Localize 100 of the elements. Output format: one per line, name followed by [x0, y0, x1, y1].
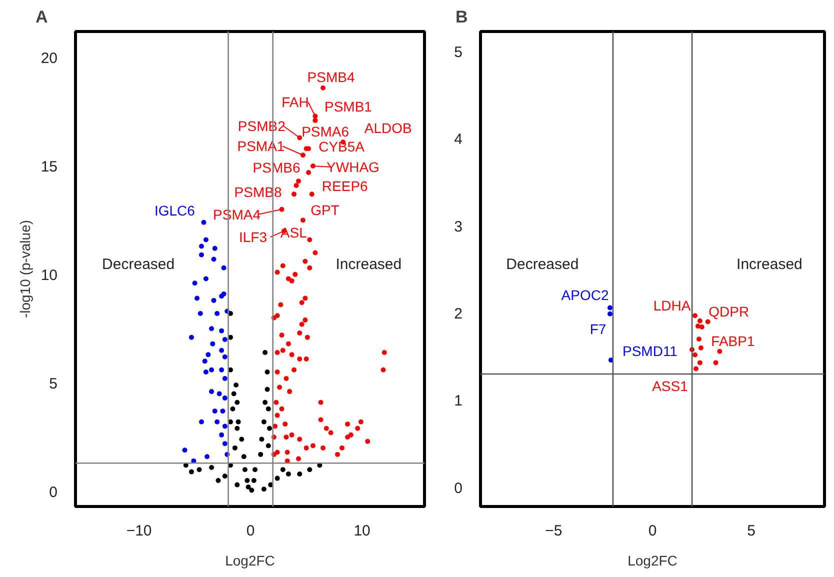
annotation: PSMB2 — [238, 118, 286, 134]
y-axis-title: -log10 (p-value) — [16, 220, 33, 318]
point — [697, 318, 702, 324]
point — [234, 426, 240, 431]
annotation: IGLC6 — [154, 202, 196, 218]
point — [258, 452, 264, 457]
annotation: QDPR — [708, 304, 750, 320]
y-tick-label: 5 — [49, 375, 58, 392]
point — [188, 469, 194, 474]
point — [222, 376, 228, 382]
point — [222, 354, 228, 360]
point — [280, 467, 286, 472]
point — [262, 400, 268, 405]
y-tick-label: 0 — [49, 484, 58, 501]
annotation: LDHA — [653, 298, 692, 314]
point — [231, 391, 236, 396]
annotation: FABP1 — [711, 333, 755, 350]
annotation: PSMD11 — [622, 343, 678, 360]
point — [210, 341, 216, 346]
y-tick-label: 0 — [454, 480, 462, 497]
annotation: PSMA6 — [302, 124, 350, 140]
point — [696, 336, 702, 342]
chart-title: A — [36, 8, 48, 26]
point — [261, 419, 266, 424]
y-tick-label: 1 — [454, 392, 462, 410]
point — [246, 484, 251, 490]
point — [252, 467, 258, 472]
point — [203, 237, 208, 242]
point — [259, 436, 264, 442]
point — [244, 478, 250, 483]
annotation: F7 — [590, 320, 606, 337]
point — [209, 326, 214, 332]
y-tick-label: 20 — [40, 50, 58, 68]
y-tick-label: 2 — [454, 306, 462, 323]
annotation: Increased — [736, 256, 802, 273]
point — [198, 419, 204, 424]
annotation: PSMB4 — [307, 68, 355, 85]
point — [214, 310, 220, 316]
point — [234, 382, 239, 388]
point — [206, 352, 211, 358]
point — [239, 436, 244, 442]
point — [182, 448, 188, 453]
point — [232, 445, 238, 450]
x-tick-label: −10 — [126, 522, 152, 540]
point — [211, 298, 216, 303]
point — [266, 443, 271, 448]
y-tick-label: 15 — [40, 158, 58, 176]
y-tick-label: 4 — [454, 131, 462, 148]
annotation: Decreased — [102, 256, 175, 273]
point — [212, 246, 218, 251]
point — [262, 350, 268, 355]
point — [220, 408, 226, 414]
point — [194, 296, 200, 301]
annotation: YWHAG — [326, 158, 380, 175]
point — [698, 345, 704, 350]
point — [216, 478, 221, 483]
point — [198, 310, 203, 316]
point — [267, 426, 272, 431]
point — [222, 441, 228, 446]
point — [261, 486, 266, 492]
point — [198, 252, 204, 258]
annotation: GPT — [310, 202, 340, 218]
point — [241, 454, 246, 460]
point — [607, 311, 612, 316]
annotation: PSMA4 — [213, 206, 261, 222]
point — [230, 406, 236, 412]
x-tick-label: −5 — [545, 522, 562, 540]
point — [264, 370, 270, 375]
point — [212, 408, 218, 414]
point — [188, 334, 194, 340]
point — [222, 336, 228, 342]
point — [234, 400, 240, 405]
point — [202, 358, 208, 364]
point — [221, 265, 226, 270]
chart-title: B — [456, 8, 468, 26]
annotation: ALDOB — [364, 120, 412, 136]
point — [198, 244, 204, 249]
x-tick-label: 5 — [747, 522, 756, 540]
point — [203, 276, 208, 282]
point — [209, 464, 214, 470]
point — [219, 348, 224, 353]
point — [266, 406, 271, 412]
x-tick-label: 10 — [354, 522, 370, 540]
point — [699, 324, 704, 330]
point — [219, 328, 224, 334]
point — [222, 424, 228, 429]
annotation: CYB5A — [318, 138, 366, 155]
point — [705, 319, 710, 324]
point — [203, 370, 208, 375]
point — [251, 478, 256, 483]
y-tick-label: 3 — [454, 218, 462, 236]
point — [242, 467, 248, 472]
point — [219, 367, 224, 372]
point — [695, 324, 700, 329]
point — [214, 419, 220, 424]
point — [693, 366, 698, 372]
point — [697, 360, 702, 366]
point — [692, 313, 698, 318]
annotation: FAH — [282, 94, 309, 110]
point — [307, 467, 312, 472]
